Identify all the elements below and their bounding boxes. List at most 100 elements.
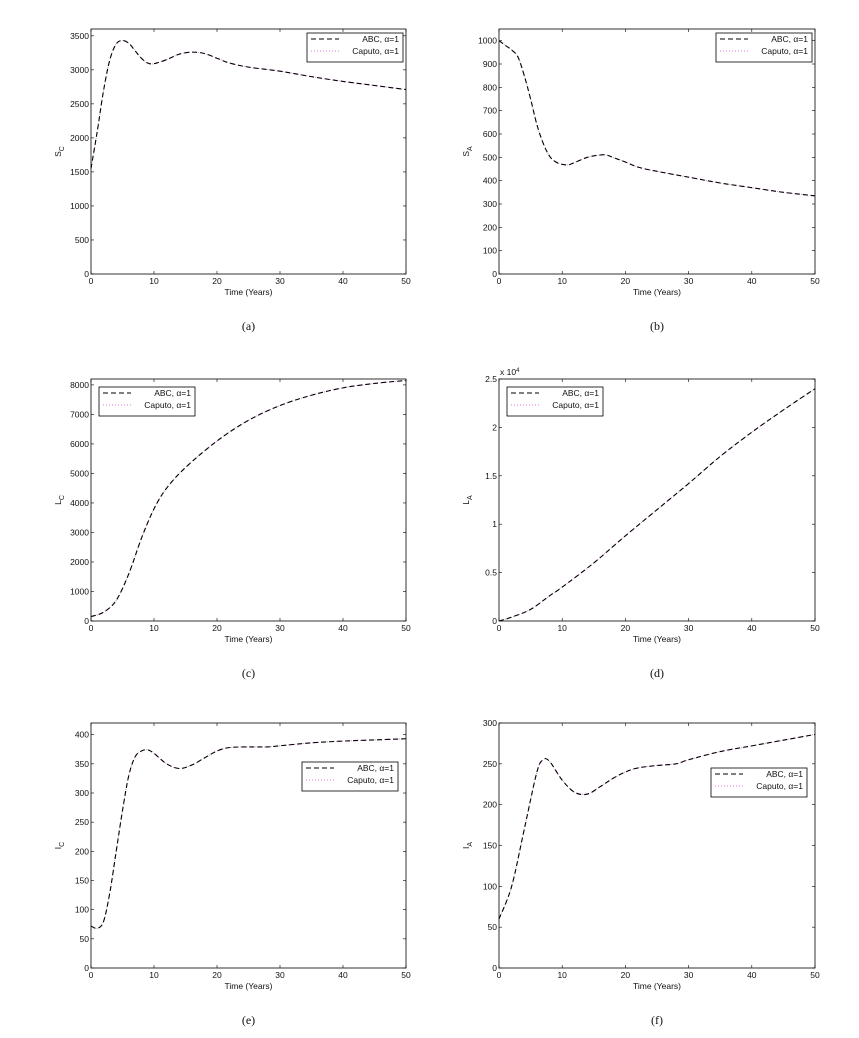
legend-label: Caputo, α=1 (756, 781, 803, 791)
x-tick-label: 50 (401, 970, 411, 980)
legend-label: ABC, α=1 (771, 34, 808, 44)
subplot-b: 0 10 20 30 40 5001002003004005006007008009001… (461, 28, 820, 333)
y-tick-label: 150 (75, 876, 89, 886)
subplot-a: 0 10 20 30 40 500500100015002000250030003500T… (53, 28, 411, 333)
y-tick-label: 300 (483, 199, 497, 209)
x-tick-label: 0 (89, 623, 94, 633)
y-tick-label: 0 (84, 616, 89, 626)
y-tick-label: 0 (84, 963, 89, 973)
y-tick-label: 700 (483, 106, 497, 116)
series-abc-line (90, 738, 407, 930)
panel-caption: (c) (242, 666, 255, 680)
legend-box (506, 386, 604, 417)
x-tick-label: 10 (149, 276, 159, 286)
x-tick-label: 40 (747, 276, 757, 286)
y-axis-label: IA (461, 842, 474, 849)
axes-box (90, 722, 407, 969)
x-tick-label: 0 (497, 623, 502, 633)
subplot-c: 0 10 20 30 40 50 0 1000 2000 3000 4000 5000 6000 7000… (53, 378, 411, 680)
y-tick-label: 250 (483, 759, 497, 769)
y-tick-label: 300 (75, 788, 89, 798)
y-tick-label: 2500 (70, 99, 89, 109)
y-tick-label: 1.5 (485, 471, 497, 481)
axes-box (90, 378, 407, 622)
panel-caption: (d) (650, 666, 664, 680)
y-tick-label: 0.5 (485, 568, 497, 578)
y-tick-label: 800 (483, 82, 497, 92)
x-tick-label: 50 (810, 970, 820, 980)
series-abc-line (498, 388, 816, 622)
y-tick-label: 400 (483, 176, 497, 186)
x-tick-label: 50 (810, 276, 820, 286)
axes-box (498, 378, 816, 622)
legend-label: Caputo, α=1 (761, 46, 808, 56)
legend-label: ABC, α=1 (766, 769, 803, 779)
x-axis-label: Time (Years) (633, 981, 681, 991)
y-tick-label: 100 (75, 905, 89, 915)
x-tick-label: 30 (275, 623, 285, 633)
axes-box (498, 722, 816, 969)
y-tick-label: 200 (483, 800, 497, 810)
legend-label: ABC, α=1 (562, 388, 599, 398)
y-tick-label: 5000 (70, 468, 89, 478)
y-multiplier: x 104 (500, 367, 520, 377)
y-tick-label: 1000 (478, 36, 497, 46)
y-tick-label: 250 (75, 817, 89, 827)
x-tick-label: 0 (497, 276, 502, 286)
y-tick-label: 0 (84, 269, 89, 279)
legend: ABC, α=1 Caputo, α=1 (506, 386, 604, 417)
y-axis-label: LA (461, 495, 474, 505)
legend: ABC, α=1 Caputo, α=1 (301, 761, 399, 792)
subplot-d: 0 10 20 30 40 50 0 0.5 1 1.5 2 2.5x 104 Time (Years)… (461, 367, 820, 680)
x-tick-label: 10 (149, 970, 159, 980)
y-tick-label: 6000 (70, 439, 89, 449)
y-tick-label: 2 (492, 422, 497, 432)
y-axis-label: SC (53, 146, 66, 157)
x-tick-label: 10 (557, 276, 567, 286)
y-tick-label: 400 (75, 730, 89, 740)
panel-caption: (a) (242, 319, 255, 333)
x-tick-label: 20 (212, 970, 222, 980)
legend-box (710, 767, 808, 798)
y-tick-label: 3500 (70, 31, 89, 41)
x-axis-label: Time (Years) (633, 634, 681, 644)
x-tick-label: 20 (621, 970, 631, 980)
x-tick-label: 40 (747, 623, 757, 633)
legend: ABC, α=1 Caputo, α=1 (306, 32, 404, 63)
legend-box (301, 761, 399, 792)
x-tick-label: 40 (747, 970, 757, 980)
x-tick-label: 30 (275, 276, 285, 286)
x-tick-label: 30 (275, 970, 285, 980)
y-tick-label: 350 (75, 759, 89, 769)
y-tick-label: 0 (492, 269, 497, 279)
x-tick-label: 20 (621, 623, 631, 633)
y-tick-label: 900 (483, 59, 497, 69)
legend-label: ABC, α=1 (362, 34, 399, 44)
axes-box (90, 28, 407, 275)
y-tick-label: 1000 (70, 201, 89, 211)
x-axis-label: Time (Years) (224, 287, 272, 297)
legend-label: ABC, α=1 (154, 388, 191, 398)
y-axis-label: LC (53, 495, 66, 505)
y-tick-label: 200 (483, 222, 497, 232)
y-tick-label: 1500 (70, 167, 89, 177)
axes-box (498, 28, 816, 275)
x-tick-label: 50 (810, 623, 820, 633)
x-tick-label: 20 (621, 276, 631, 286)
subplot-f: 0 10 20 30 40 50 0 50 100 150 200 250 300 Time (Years… (461, 718, 820, 1027)
y-tick-label: 0 (492, 616, 497, 626)
x-tick-label: 20 (212, 623, 222, 633)
y-tick-label: 100 (483, 246, 497, 256)
y-tick-label: 300 (483, 718, 497, 728)
y-tick-label: 100 (483, 881, 497, 891)
x-axis-label: Time (Years) (633, 287, 681, 297)
x-axis-label: Time (Years) (224, 981, 272, 991)
y-tick-label: 3000 (70, 527, 89, 537)
legend-box (98, 386, 196, 417)
y-tick-label: 2000 (70, 133, 89, 143)
y-tick-label: 150 (483, 841, 497, 851)
y-tick-label: 2000 (70, 557, 89, 567)
x-tick-label: 30 (684, 970, 694, 980)
x-tick-label: 30 (684, 276, 694, 286)
y-tick-label: 1000 (70, 586, 89, 596)
